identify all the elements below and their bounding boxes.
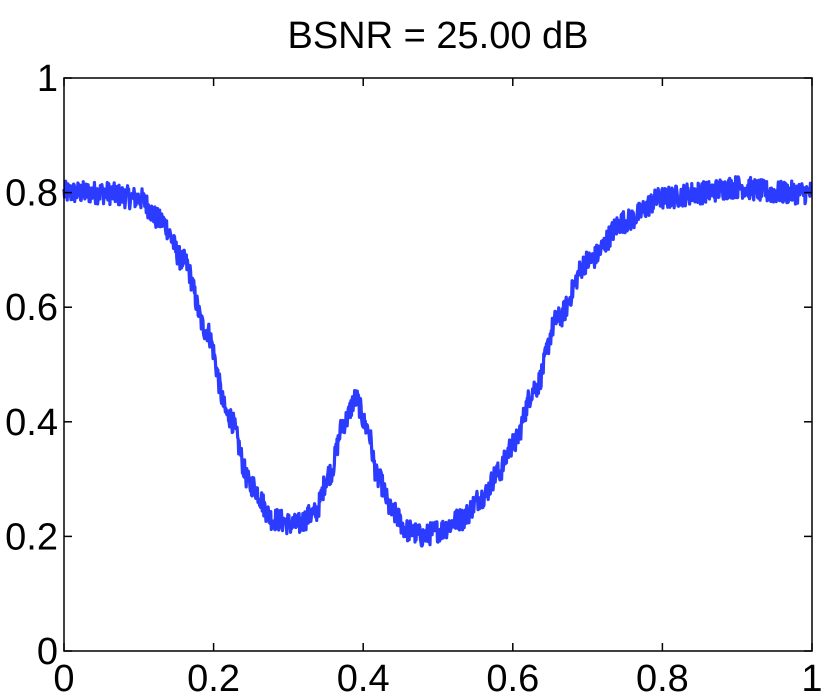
x-tick-label: 0 [53, 658, 74, 696]
y-tick-label: 0.4 [5, 402, 58, 444]
y-tick-label: 1 [37, 58, 58, 100]
axes: 0 0.2 0.4 0.6 0.8 1 0 0.2 0.4 0.6 0.8 1 [5, 58, 822, 696]
plot-area [62, 175, 814, 548]
x-tick-label: 0.6 [486, 658, 539, 696]
x-tick-label: 0.2 [187, 658, 240, 696]
y-tick-label: 0.6 [5, 287, 58, 329]
axes-frame [63, 77, 813, 652]
x-tick-label: 1 [801, 658, 822, 696]
chart-title: BSNR = 25.00 dB [287, 15, 588, 57]
x-tick-label: 0.4 [337, 658, 390, 696]
x-tick-label: 0.8 [636, 658, 689, 696]
y-tick-label: 0.2 [5, 516, 58, 558]
y-tick-label: 0 [37, 631, 58, 673]
series-line [62, 175, 814, 548]
y-tick-label: 0.8 [5, 173, 58, 215]
